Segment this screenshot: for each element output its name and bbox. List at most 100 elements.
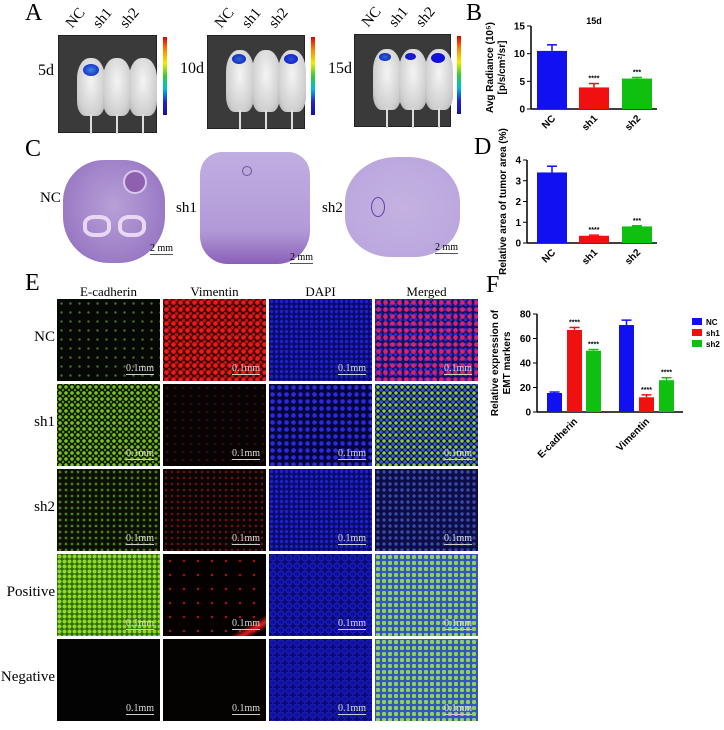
ventricle bbox=[83, 215, 111, 237]
legend-label: NC bbox=[706, 318, 718, 327]
column-header-dapi: DAPI bbox=[305, 284, 336, 299]
ivis-image bbox=[207, 35, 306, 130]
fluorescence-image: 0.1mm bbox=[163, 469, 266, 551]
panel-label-d: D bbox=[474, 134, 492, 160]
scale-bar-label: 0.1mm bbox=[337, 448, 366, 460]
ivis-image bbox=[354, 34, 453, 128]
scale-bar-label: 0.1mm bbox=[231, 363, 260, 375]
scale-bar-label: 0.1mm bbox=[443, 533, 472, 545]
scale-bar-label: 0.1mm bbox=[443, 618, 472, 630]
ivis-image bbox=[58, 35, 157, 134]
fluorescence-image: 0.1mm bbox=[163, 554, 266, 636]
y-axis-label: [p/s/cm²/sr] bbox=[497, 41, 508, 95]
section-label-sh2: sh2 bbox=[322, 200, 343, 216]
color-scale-bar bbox=[457, 36, 461, 114]
x-tick-label: Vimentin bbox=[615, 416, 653, 454]
y-tick-label: 3 bbox=[515, 176, 521, 187]
fluorescence-image: 0.1mm bbox=[163, 299, 266, 381]
scale-bar-sh1: 2 mm bbox=[290, 252, 314, 264]
legend-swatch bbox=[692, 329, 702, 336]
fluorescence-image: 0.1mm bbox=[57, 299, 160, 381]
scale-bar-label: 0.1mm bbox=[443, 703, 472, 715]
fluorescence-image: 0.1mm bbox=[163, 639, 266, 721]
row-label: Negative bbox=[0, 669, 55, 685]
scale-bar-label: 0.1mm bbox=[231, 533, 260, 545]
panel-label-b: B bbox=[466, 0, 483, 26]
mouse-tail bbox=[412, 108, 414, 128]
tumor-region bbox=[242, 166, 252, 176]
brain-section-sh2 bbox=[345, 157, 460, 257]
significance-label: **** bbox=[589, 227, 600, 234]
mouse-tail bbox=[386, 108, 388, 128]
brain-section-nc bbox=[63, 160, 165, 263]
mouse bbox=[103, 58, 131, 116]
legend-label: sh2 bbox=[706, 340, 720, 349]
scale-bar-label: 0.1mm bbox=[337, 618, 366, 630]
y-tick-label: 1 bbox=[515, 218, 521, 229]
significance-label: **** bbox=[589, 76, 600, 83]
column-header-vimentin: Vimentin bbox=[190, 284, 239, 299]
y-tick-label: 0 bbox=[519, 105, 525, 116]
bar bbox=[622, 226, 652, 243]
row-label: Positive bbox=[6, 584, 55, 600]
bioluminescence-signal bbox=[405, 53, 416, 60]
bar bbox=[639, 397, 654, 412]
mouse bbox=[252, 50, 280, 112]
mouse-tail bbox=[291, 110, 293, 130]
panel-label-f: F bbox=[486, 272, 500, 298]
x-tick-label: sh1 bbox=[580, 113, 600, 133]
significance-label: **** bbox=[569, 319, 580, 326]
y-tick-label: 10 bbox=[514, 49, 526, 60]
bar bbox=[537, 172, 567, 243]
fluorescence-image: 0.1mm bbox=[375, 554, 478, 636]
color-scale-bar bbox=[311, 37, 315, 115]
row-label: sh2 bbox=[34, 499, 55, 515]
scale-bar-label: 0.1mm bbox=[125, 448, 154, 460]
mouse-tail bbox=[116, 114, 118, 134]
fluorescence-image: 0.1mm bbox=[269, 554, 372, 636]
y-tick-label: 2 bbox=[515, 197, 521, 208]
timepoint-label: 10d bbox=[180, 60, 204, 77]
x-tick-label: sh1 bbox=[580, 247, 600, 267]
significance-label: **** bbox=[588, 342, 599, 349]
y-tick-label: 0 bbox=[525, 408, 531, 419]
x-tick-label: sh2 bbox=[623, 247, 643, 267]
y-tick-label: 4 bbox=[515, 156, 521, 167]
significance-label: *** bbox=[633, 69, 641, 76]
bar bbox=[619, 325, 634, 412]
fluorescence-image: 0.1mm bbox=[375, 639, 478, 721]
bioluminescence-signal bbox=[431, 53, 445, 63]
scale-bar-label: 0.1mm bbox=[337, 533, 366, 545]
scale-bar-label: 0.1mm bbox=[443, 448, 472, 460]
x-tick-label: NC bbox=[540, 247, 558, 265]
bar bbox=[586, 350, 601, 412]
bar bbox=[579, 87, 609, 109]
y-tick-label: 5 bbox=[519, 77, 525, 88]
tumor-region bbox=[123, 170, 147, 194]
scale-bar-label: 0.1mm bbox=[443, 363, 472, 375]
y-axis-label: Relative area of tumor area (%) bbox=[498, 128, 509, 275]
bioluminescence-signal bbox=[232, 54, 246, 64]
y-tick-label: 15 bbox=[514, 22, 526, 33]
mouse-tail bbox=[265, 110, 267, 130]
scale-bar-sh2: 2 mm bbox=[435, 242, 459, 254]
scale-bar-nc: 2 mm bbox=[150, 243, 174, 255]
legend-label: sh1 bbox=[706, 329, 720, 338]
bar bbox=[622, 78, 652, 109]
mouse-tail bbox=[90, 114, 92, 134]
bioluminescence-signal bbox=[83, 64, 99, 76]
fluorescence-image: 0.1mm bbox=[269, 639, 372, 721]
fluorescence-image: 0.1mm bbox=[57, 469, 160, 551]
scale-bar-label: 0.1mm bbox=[337, 703, 366, 715]
row-label: sh1 bbox=[34, 414, 55, 430]
bioluminescence-signal bbox=[284, 54, 298, 64]
y-axis-label: Avg Radiance (10⁵) bbox=[485, 22, 496, 113]
y-tick-label: 0 bbox=[515, 239, 521, 250]
significance-label: **** bbox=[661, 370, 672, 377]
significance-label: *** bbox=[633, 218, 641, 225]
fluorescence-image: 0.1mm bbox=[57, 554, 160, 636]
y-tick-label: 40 bbox=[520, 359, 532, 370]
legend-swatch bbox=[692, 318, 702, 325]
section-label-nc: NC bbox=[40, 190, 61, 206]
scale-bar-label: 0.1mm bbox=[125, 703, 154, 715]
